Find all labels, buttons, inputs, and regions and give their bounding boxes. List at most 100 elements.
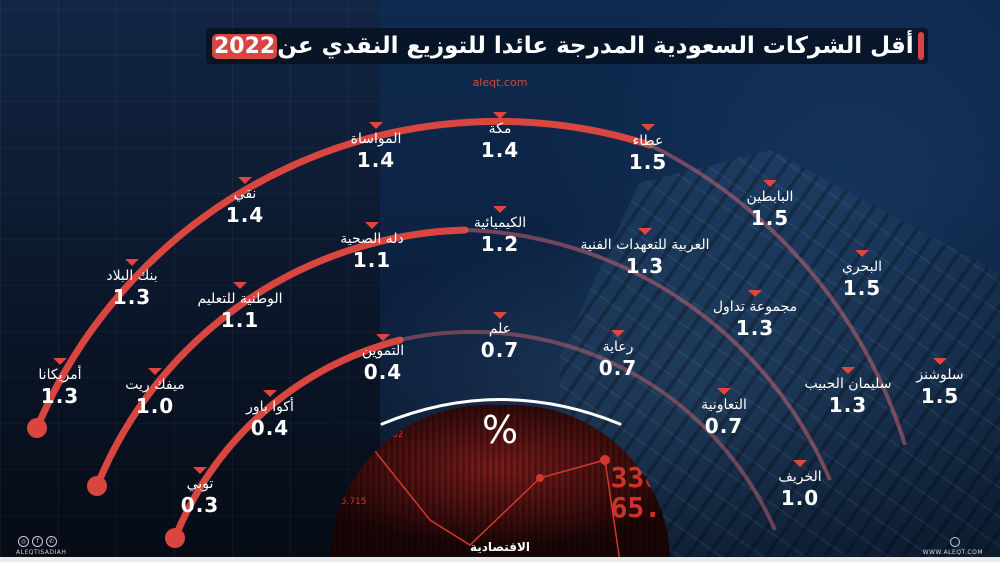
yield-value: 1.4 — [356, 148, 396, 172]
data-point-label: الخريف 1.0 — [720, 460, 880, 510]
data-point-label: الكيميائية 1.2 — [420, 206, 580, 256]
yield-value: 0.7 — [704, 414, 744, 438]
pointer-triangle-icon — [611, 330, 625, 337]
data-point-label: التعاونية 0.7 — [644, 388, 804, 438]
data-point-label: مكة 1.4 — [420, 112, 580, 162]
company-name: الوطنية للتعليم — [197, 291, 283, 307]
yield-value: 1.5 — [920, 384, 960, 408]
pointer-triangle-icon — [376, 334, 390, 341]
yield-value: 1.5 — [842, 276, 882, 300]
yield-value: 0.4 — [250, 416, 290, 440]
company-name: سليمان الحبيب — [804, 376, 892, 392]
pointer-triangle-icon — [748, 290, 762, 297]
company-name: البحري — [841, 259, 883, 275]
data-point-label: مجموعة تداول 1.3 — [675, 290, 835, 340]
company-name: الخريف — [778, 469, 822, 485]
pointer-triangle-icon — [238, 177, 252, 184]
pointer-triangle-icon — [855, 250, 869, 257]
data-point-label: رعاية 0.7 — [538, 330, 698, 380]
yield-value: 1.0 — [135, 394, 175, 418]
company-name: سلوشنز — [916, 367, 964, 383]
company-name: أمريكانا — [38, 367, 82, 383]
company-name: رعاية — [602, 339, 634, 355]
site-url: aleqt.com — [472, 76, 528, 89]
data-point-label: بنك البلاد 1.3 — [52, 259, 212, 309]
data-point-label: التموين 0.4 — [303, 334, 463, 384]
data-point-label: سليمان الحبيب 1.3 — [768, 367, 928, 417]
company-name: توبي — [186, 476, 214, 492]
data-point-label: نقي 1.4 — [165, 177, 325, 227]
pointer-triangle-icon — [365, 222, 379, 229]
yield-value: 1.2 — [480, 232, 520, 256]
company-name: بنك البلاد — [106, 268, 158, 284]
data-point-label: عطاء 1.5 — [568, 124, 728, 174]
company-name: أكوا باور — [246, 399, 294, 415]
company-name: مجموعة تداول — [712, 299, 798, 315]
yield-value: 1.4 — [225, 203, 265, 227]
yield-value: 0.7 — [598, 356, 638, 380]
website-url[interactable]: WWW.ALEQT.COM — [922, 549, 983, 556]
yield-value: 0.3 — [180, 493, 220, 517]
title-accent-bar — [917, 32, 924, 60]
company-name: ميفك ريت — [125, 377, 185, 393]
company-name: دله الصحية — [340, 231, 404, 247]
data-point-label: علم 0.7 — [420, 312, 580, 362]
facebook-icon[interactable]: f — [32, 536, 43, 547]
company-name: نقي — [233, 186, 257, 202]
pointer-triangle-icon — [641, 124, 655, 131]
pointer-triangle-icon — [263, 390, 277, 397]
pointer-triangle-icon — [193, 467, 207, 474]
chart-decoration-label: 52.432 — [372, 430, 404, 440]
pointer-triangle-icon — [233, 282, 247, 289]
yield-value: 1.4 — [480, 138, 520, 162]
pointer-triangle-icon — [933, 358, 947, 365]
data-point-label: سلوشنز 1.5 — [860, 358, 1000, 408]
pointer-triangle-icon — [793, 460, 807, 467]
data-point-label: دله الصحية 1.1 — [292, 222, 452, 272]
yield-value: 1.3 — [625, 254, 665, 278]
percent-symbol: % — [481, 408, 519, 452]
data-point-label: أكوا باور 0.4 — [190, 390, 350, 440]
data-point-label: العربية للتعهدات الفنية 1.3 — [565, 228, 725, 278]
pointer-triangle-icon — [493, 112, 507, 119]
data-point-label: ميفك ريت 1.0 — [75, 368, 235, 418]
company-name: البابطين — [746, 189, 794, 205]
data-point-label: أمريكانا 1.3 — [0, 358, 140, 408]
yield-value: 1.0 — [780, 486, 820, 510]
yield-value: 1.5 — [628, 150, 668, 174]
yield-value: 1.1 — [220, 308, 260, 332]
yield-value: 1.1 — [352, 248, 392, 272]
pointer-triangle-icon — [763, 180, 777, 187]
yield-value: 1.3 — [828, 393, 868, 417]
whatsapp-icon[interactable]: ✆ — [46, 536, 57, 547]
company-name: العربية للتعهدات الفنية — [580, 237, 710, 253]
pointer-triangle-icon — [493, 312, 507, 319]
social-icons: ◎ f ✆ — [18, 536, 57, 547]
pointer-triangle-icon — [841, 367, 855, 374]
pointer-triangle-icon — [148, 368, 162, 375]
company-name: مكة — [488, 121, 512, 137]
pointer-triangle-icon — [53, 358, 67, 365]
data-point-label: المواساة 1.4 — [296, 122, 456, 172]
yield-value: 1.5 — [750, 206, 790, 230]
globe-icon — [950, 537, 960, 547]
pointer-triangle-icon — [717, 388, 731, 395]
pointer-triangle-icon — [493, 206, 507, 213]
company-name: عطاء — [632, 133, 664, 149]
data-point-label: البابطين 1.5 — [690, 180, 850, 230]
background-building-left — [0, 0, 380, 562]
brand-logo-text: الاقتصادية — [469, 540, 531, 554]
yield-value: 1.3 — [40, 384, 80, 408]
decorative-ticker: 59.336.65.3 — [610, 431, 670, 524]
snapchat-icon[interactable]: ◎ — [18, 536, 29, 547]
title-bar: أقل الشركات السعودية المدرجة عائدا للتوز… — [206, 28, 928, 64]
chart-decoration-label: 35.715 — [335, 497, 367, 507]
company-name: التموين — [361, 343, 405, 359]
yield-value: 0.7 — [480, 338, 520, 362]
yield-value: 0.4 — [363, 360, 403, 384]
pointer-triangle-icon — [638, 228, 652, 235]
yield-value: 1.3 — [112, 285, 152, 309]
company-name: الكيميائية — [473, 215, 527, 231]
